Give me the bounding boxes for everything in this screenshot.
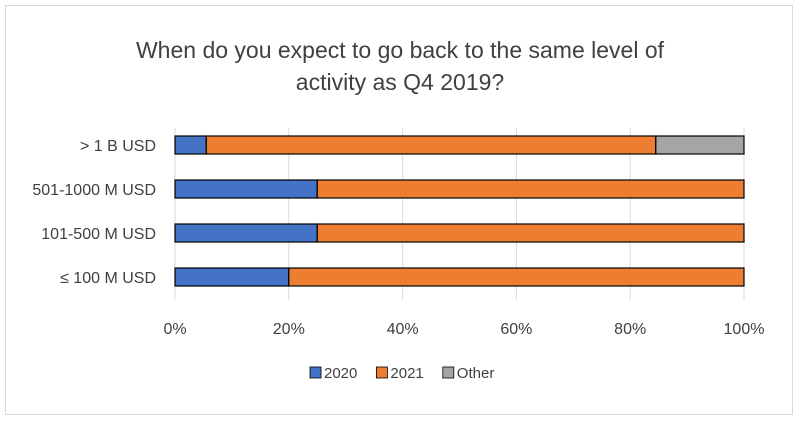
chart-frame: When do you expect to go back to the sam… xyxy=(5,5,793,415)
category-label: > 1 B USD xyxy=(80,138,156,155)
legend-label-other: Other xyxy=(457,365,495,382)
bar-segment-2020 xyxy=(174,135,207,155)
x-tick-label: 60% xyxy=(500,321,532,338)
bar-segment-2020 xyxy=(174,223,318,243)
category-label: 501-1000 M USD xyxy=(32,182,156,199)
x-tick-label: 20% xyxy=(273,321,305,338)
bar-segment-2021 xyxy=(316,223,745,243)
legend-swatch-2021 xyxy=(375,366,388,379)
chart-title: When do you expect to go back to the sam… xyxy=(6,34,794,98)
category-label: ≤ 100 M USD xyxy=(60,270,156,287)
legend-swatch-other xyxy=(442,366,455,379)
category-label: 101-500 M USD xyxy=(41,226,156,243)
bar-segment-other xyxy=(655,135,745,155)
bar-segment-2020 xyxy=(174,267,290,287)
chart-title-line-2: activity as Q4 2019? xyxy=(295,69,505,95)
x-tick-label: 40% xyxy=(387,321,419,338)
stacked-bar-chart: 0% 20% 40% 60% 80% 100% > 1 B USD 501-1000 M US… xyxy=(32,128,765,382)
x-tick-label: 80% xyxy=(614,321,646,338)
legend-label-2020: 2020 xyxy=(324,365,357,382)
legend-label-2021: 2021 xyxy=(390,365,423,382)
bar-segment-2021 xyxy=(288,267,745,287)
bar-segment-2021 xyxy=(316,179,745,199)
x-tick-label: 100% xyxy=(724,321,765,338)
legend-swatch-2020 xyxy=(309,366,322,379)
chart-title-line-1: When do you expect to go back to the sam… xyxy=(135,37,665,63)
bar-segment-2020 xyxy=(174,179,318,199)
bar-segment-2021 xyxy=(205,135,657,155)
x-tick-label: 0% xyxy=(163,321,186,338)
